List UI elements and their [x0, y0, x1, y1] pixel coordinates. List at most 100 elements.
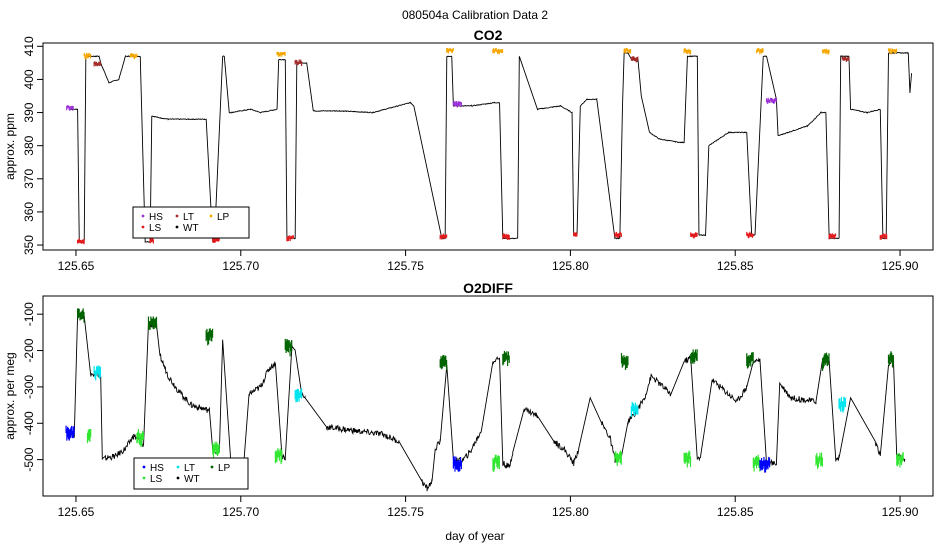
- o2diff-marker-lp: [77, 308, 85, 323]
- o2diff-legend-label-lt: LT: [184, 463, 195, 474]
- o2diff-marker-ls: [212, 441, 220, 458]
- o2diff-marker-lp: [502, 350, 510, 367]
- co2-marker-ls: [573, 232, 578, 237]
- o2diff-marker-lp: [620, 353, 629, 371]
- o2diff-y-tick-label: -400: [22, 411, 36, 435]
- co2-marker-lp: [623, 47, 632, 54]
- o2diff-panel: O2DIFF approx. per meg 125.65 125.70 125.75 1…: [3, 280, 934, 519]
- o2diff-marker-ls: [683, 450, 692, 468]
- co2-y-tick-label: 370: [22, 168, 36, 188]
- co2-marker-ls: [746, 231, 754, 239]
- co2-plot-frame: [42, 42, 934, 251]
- o2diff-x-tick-label: 125.85: [717, 505, 754, 519]
- co2-x-tick-label: 125.70: [222, 259, 259, 273]
- co2-panel: CO2 approx. ppm 125.65 125.70 125.75 125.80 12…: [3, 27, 934, 273]
- co2-legend-swatch-wt: [175, 225, 179, 229]
- o2diff-marker-lt: [630, 401, 639, 418]
- co2-legend-swatch-hs: [141, 214, 145, 218]
- o2diff-marker-lp: [284, 338, 293, 357]
- co2-marker-hs: [452, 101, 462, 108]
- o2diff-legend-swatch-ls: [142, 476, 146, 480]
- o2diff-marker-ls: [614, 450, 622, 466]
- o2diff-y-tick-label: -500: [22, 447, 36, 471]
- o2diff-x-tick-label: 125.75: [387, 505, 424, 519]
- co2-y-axis-label: approx. ppm: [3, 113, 17, 180]
- co2-x-tick-label: 125.90: [882, 259, 919, 273]
- co2-marker-lp: [276, 51, 286, 57]
- o2diff-marker-lp: [690, 349, 698, 364]
- x-axis-title: day of year: [445, 529, 504, 543]
- o2diff-marker-hs: [759, 456, 771, 473]
- co2-marker-ls: [614, 231, 622, 238]
- o2diff-plot-frame: [42, 295, 934, 497]
- o2diff-marker-ls: [492, 454, 500, 473]
- o2diff-marker-ls: [896, 452, 904, 468]
- o2diff-title: O2DIFF: [463, 280, 513, 296]
- o2diff-y-axis-label: approx. per meg: [3, 352, 17, 439]
- co2-legend-label-wt: WT: [183, 223, 199, 234]
- co2-marker-lp: [821, 48, 830, 55]
- co2-marker-lp: [683, 47, 692, 55]
- co2-y-tick-label: 390: [22, 102, 36, 122]
- o2diff-marker-ls: [136, 429, 144, 447]
- o2diff-marker-ls: [274, 448, 283, 465]
- o2diff-x-tick-label: 125.80: [552, 505, 589, 519]
- o2diff-marker-lt: [294, 388, 303, 403]
- o2diff-marker-hs: [452, 456, 462, 472]
- o2diff-y-tick-label: -200: [22, 338, 36, 362]
- o2diff-marker-lp: [439, 355, 448, 371]
- co2-marker-lp: [492, 48, 504, 55]
- co2-x-tick-label: 125.75: [387, 259, 424, 273]
- o2diff-x-tick-label: 125.65: [58, 505, 95, 519]
- co2-marker-lp: [446, 47, 454, 54]
- co2-marker-lp: [83, 52, 92, 60]
- co2-trace-line: [69, 51, 913, 243]
- co2-x-tick-label: 125.80: [552, 259, 589, 273]
- co2-title: CO2: [474, 27, 503, 43]
- co2-marker-lt: [630, 56, 639, 63]
- co2-legend-swatch-lt: [175, 214, 179, 218]
- o2diff-marker-lp: [205, 328, 214, 346]
- o2diff-x-tick-label: 125.90: [882, 505, 919, 519]
- o2diff-marker-ls: [815, 452, 823, 469]
- o2diff-marker-ls: [86, 429, 92, 444]
- co2-marker-ls: [286, 235, 294, 242]
- co2-marker-lp: [756, 48, 764, 55]
- co2-marker-hs: [66, 105, 74, 111]
- o2diff-marker-lt: [93, 365, 102, 381]
- o2diff-legend-label-lp: LP: [218, 463, 231, 474]
- co2-legend-swatch-lp: [209, 214, 213, 218]
- co2-marker-hs: [765, 97, 777, 104]
- co2-marker-lt: [93, 61, 102, 67]
- o2diff-legend-label-hs: HS: [150, 463, 164, 474]
- figure-title: 080504a Calibration Data 2: [402, 8, 548, 22]
- o2diff-legend-label-ls: LS: [150, 474, 163, 485]
- co2-marker-ls: [439, 233, 448, 240]
- co2-marker-ls: [828, 233, 837, 240]
- o2diff-marker-lt: [838, 396, 847, 413]
- co2-marker-lt: [841, 56, 850, 62]
- o2diff-legend-swatch-lt: [176, 465, 180, 469]
- co2-legend-label-lp: LP: [217, 212, 230, 223]
- o2diff-marker-ls: [752, 454, 761, 472]
- co2-x-tick-label: 125.65: [58, 259, 95, 273]
- co2-marker-lp: [129, 53, 138, 60]
- co2-marker-ls: [212, 237, 220, 243]
- co2-marker-ls: [690, 232, 698, 239]
- o2diff-legend-swatch-hs: [142, 465, 146, 469]
- co2-marker-ls: [149, 238, 154, 244]
- o2diff-y-tick-label: -100: [22, 302, 36, 326]
- co2-marker-lp: [887, 48, 898, 55]
- co2-y-tick-label: 380: [22, 135, 36, 155]
- co2-marker-lt: [294, 59, 303, 67]
- co2-legend-label-ls: LS: [149, 223, 162, 234]
- o2diff-x-tick-label: 125.70: [222, 505, 259, 519]
- o2diff-marker-lp: [147, 316, 158, 330]
- o2diff-marker-hs: [65, 425, 75, 441]
- co2-legend-label-hs: HS: [149, 212, 163, 223]
- co2-marker-ls: [502, 233, 510, 240]
- co2-y-tick-label: 400: [22, 69, 36, 89]
